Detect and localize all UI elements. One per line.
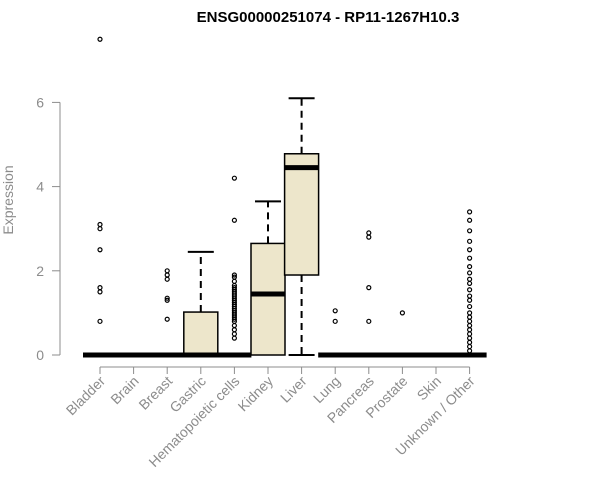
outlier-point [332,308,338,314]
box-hematopoietic-cells [217,175,252,358]
box-unknown-other [452,209,487,358]
outlier-point [467,228,473,234]
box-gastric [183,250,219,358]
outlier-point [467,348,473,354]
outlier-point [467,343,473,350]
chart-title: ENSG00000251074 - RP11-1267H10.3 [197,9,460,26]
outlier-point [164,297,170,303]
box-prostate [385,310,420,358]
x-tick-label: Liver [277,373,310,406]
outlier-point [231,272,237,278]
outlier-point [467,280,473,287]
box-kidney [250,200,286,356]
outlier-point [467,217,473,223]
outlier-point [467,270,473,276]
outlier-point [164,316,170,322]
outlier-point [97,318,103,324]
box-body [250,242,286,356]
box-breast [150,268,185,358]
outlier-point [467,331,473,337]
y-tick-label: 0 [36,347,44,363]
y-axis: 0 2 4 6 [36,94,61,363]
outlier-point [366,318,372,324]
x-tick-label: Bladder [63,373,109,419]
outlier-point [467,247,473,253]
outlier-point [467,335,473,341]
outlier-point [467,322,473,329]
outlier-point [97,221,103,228]
outlier-point [467,293,473,299]
x-tick-label: Kidney [235,373,277,415]
box-lung [318,308,353,358]
outlier-point [164,276,170,282]
outlier-point [399,310,405,316]
y-tick-label: 4 [36,179,44,195]
box-group [83,36,487,358]
outlier-point [97,289,103,295]
y-axis-label: Expression [0,165,16,234]
outlier-point [97,285,103,291]
outlier-point [467,263,473,270]
outlier-point [164,295,170,301]
outlier-point [467,314,473,320]
outlier-point [231,331,237,337]
outlier-point [231,217,237,223]
outlier-point [467,238,473,244]
outlier-point [366,234,372,240]
outlier-point [467,303,473,310]
outlier-point [467,310,473,316]
outlier-point [231,278,237,284]
outlier-point [467,297,473,303]
outlier-point [467,255,473,261]
outlier-point [231,322,237,329]
box-liver [283,97,320,356]
y-tick-label: 2 [36,263,44,279]
outlier-point [97,36,103,42]
outlier-point [231,175,237,181]
outlier-point [467,327,473,333]
box-pancreas [351,230,386,358]
box-body [183,311,219,356]
outlier-point [366,285,372,291]
outlier-point [231,335,237,341]
outlier-point [467,318,473,324]
outlier-point [97,247,103,253]
outlier-point [164,272,170,278]
outlier-point [467,339,473,345]
outlier-point [164,268,170,274]
outlier-point [231,327,237,333]
outlier-point [467,209,473,215]
outlier-point [332,318,338,324]
outlier-point [231,316,237,322]
outlier-point [97,226,103,232]
box-bladder [83,36,117,358]
outlier-point [467,287,473,293]
outlier-point [467,276,473,282]
y-tick-label: 6 [36,94,44,110]
box-body [283,153,320,276]
outlier-point [366,230,372,236]
